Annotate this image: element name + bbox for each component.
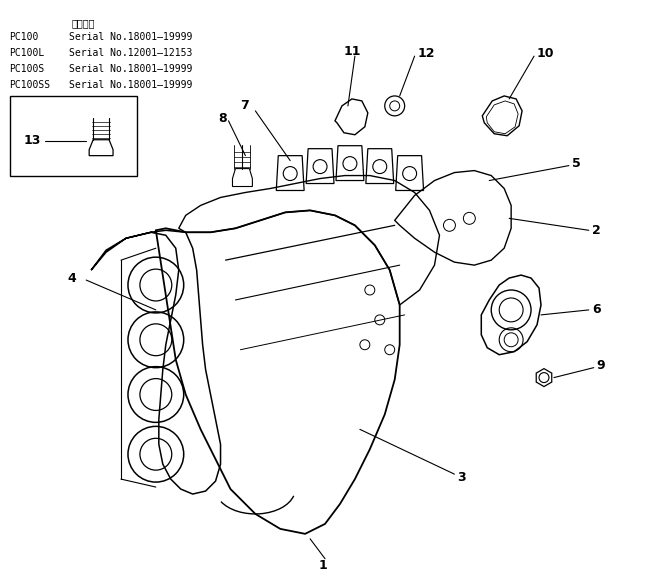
Text: Serial No.18001—19999: Serial No.18001—19999 — [69, 32, 193, 42]
Text: 8: 8 — [218, 112, 227, 126]
Text: 10: 10 — [537, 47, 555, 60]
Text: 2: 2 — [592, 224, 600, 237]
Text: 12: 12 — [418, 47, 435, 60]
Text: PC100: PC100 — [9, 32, 39, 42]
Bar — [9, 96, 137, 176]
Text: Serial No.12001—12153: Serial No.12001—12153 — [69, 48, 193, 58]
Text: PC100SS: PC100SS — [9, 80, 51, 90]
Text: Serial No.18001—19999: Serial No.18001—19999 — [69, 64, 193, 74]
Text: 5: 5 — [572, 157, 581, 170]
Text: 3: 3 — [458, 471, 466, 484]
Text: 6: 6 — [592, 304, 600, 317]
Text: 4: 4 — [67, 272, 76, 284]
Text: 1: 1 — [319, 559, 327, 572]
Text: 9: 9 — [597, 359, 605, 372]
Text: 13: 13 — [23, 134, 41, 147]
Text: 11: 11 — [343, 44, 360, 58]
Text: Serial No.18001—19999: Serial No.18001—19999 — [69, 80, 193, 90]
Text: 7: 7 — [239, 99, 249, 112]
Text: PC100S: PC100S — [9, 64, 45, 74]
Text: PC100L: PC100L — [9, 48, 45, 58]
Text: 通用号板: 通用号板 — [71, 18, 94, 28]
